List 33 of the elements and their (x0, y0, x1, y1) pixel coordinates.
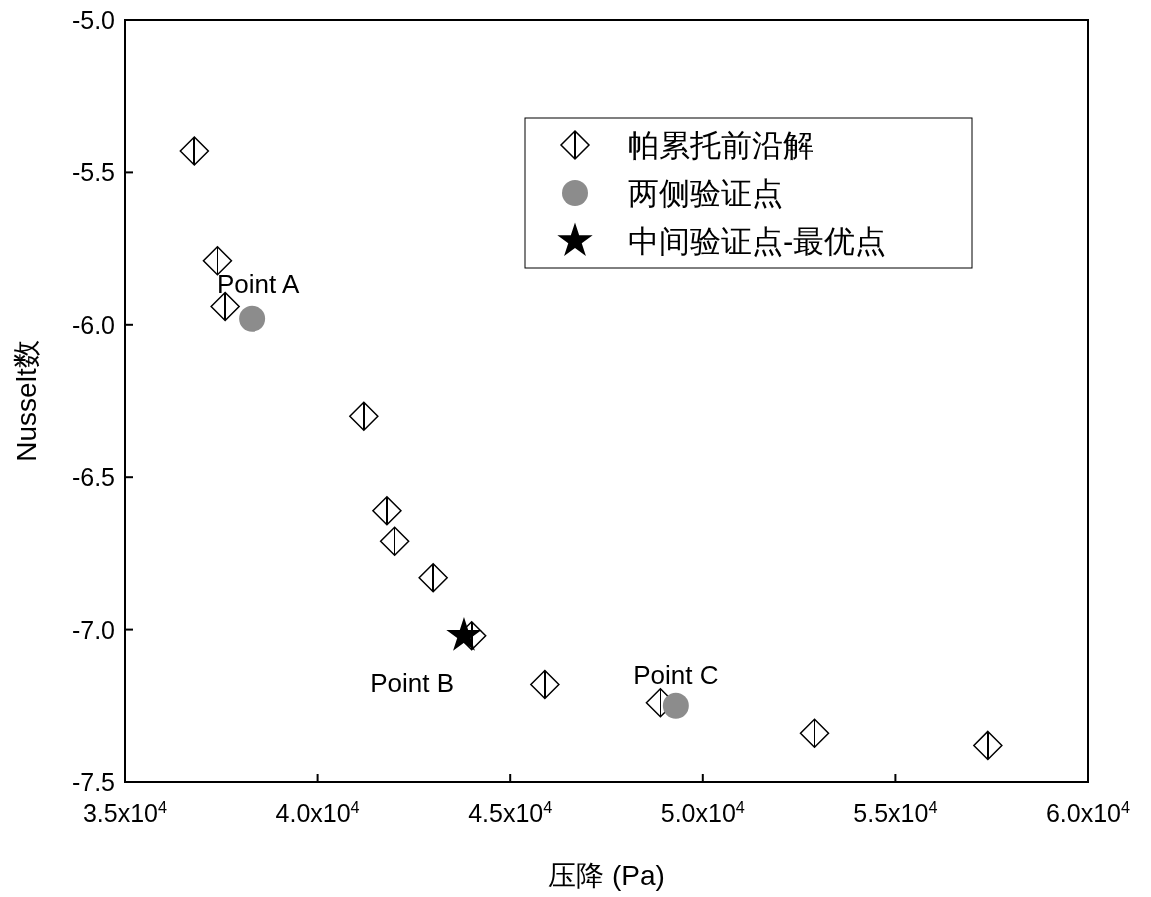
y-axis-title: Nusselt数 (11, 340, 42, 462)
x-axis-title: 压降 (Pa) (548, 860, 665, 891)
point (662, 692, 689, 719)
x-tick-label: 4.0x10$^{4}$ (275, 798, 360, 827)
y-tick-label: -5.0 (71, 6, 115, 34)
point (418, 563, 448, 593)
y-tick-label: -6.5 (71, 463, 115, 492)
y-tick-label: -5.5 (71, 158, 115, 187)
legend-label: 中间验证点-最优点 (628, 224, 887, 259)
x-tick-label: 6.0x10$^{4}$ (1045, 798, 1131, 827)
x-tick-label: 3.5x10$^{4}$ (82, 798, 168, 827)
annotation: Point A (216, 268, 300, 299)
annotation: Point C (633, 659, 719, 690)
y-tick-label: -7.0 (71, 615, 115, 644)
x-tick-label: 4.5x10$^{4}$ (468, 798, 553, 827)
x-tick-label: 5.5x10$^{4}$ (853, 798, 938, 827)
x-tick-label: 5.0x10$^{4}$ (660, 798, 745, 827)
legend-label: 两侧验证点 (628, 176, 783, 211)
point (379, 526, 410, 556)
y-tick-label: -6.0 (71, 310, 115, 339)
point (202, 246, 233, 276)
point (210, 291, 240, 322)
legend-label: 帕累托前沿解 (628, 128, 814, 163)
point (530, 669, 560, 700)
point (372, 495, 402, 526)
point (239, 305, 266, 332)
point (179, 136, 210, 166)
annotation: Point B (370, 667, 454, 698)
y-tick-label: -7.5 (71, 768, 115, 796)
point (349, 401, 379, 431)
point (446, 617, 482, 651)
point (973, 730, 1003, 761)
point (799, 718, 830, 748)
